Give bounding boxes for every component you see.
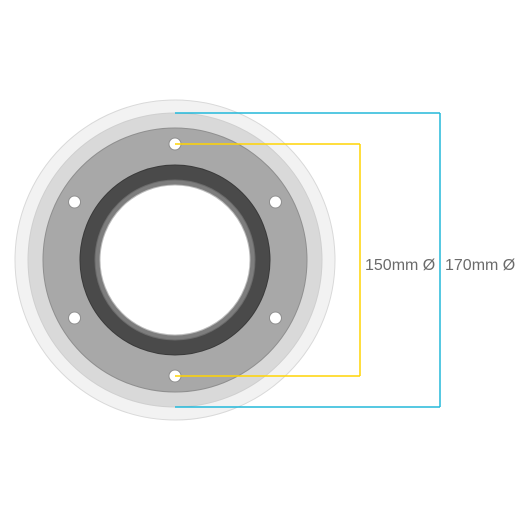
diagram-stage: 150mm Ø 170mm Ø xyxy=(0,0,515,515)
bolt-hole xyxy=(69,312,81,324)
diagram-svg: 150mm Ø 170mm Ø xyxy=(0,0,515,515)
bolt-hole xyxy=(69,196,81,208)
dimension-label: 170mm Ø xyxy=(445,257,515,274)
dimension-label: 150mm Ø xyxy=(365,257,435,274)
bolt-hole xyxy=(269,312,281,324)
ring-bore xyxy=(100,185,250,335)
bolt-hole xyxy=(269,196,281,208)
